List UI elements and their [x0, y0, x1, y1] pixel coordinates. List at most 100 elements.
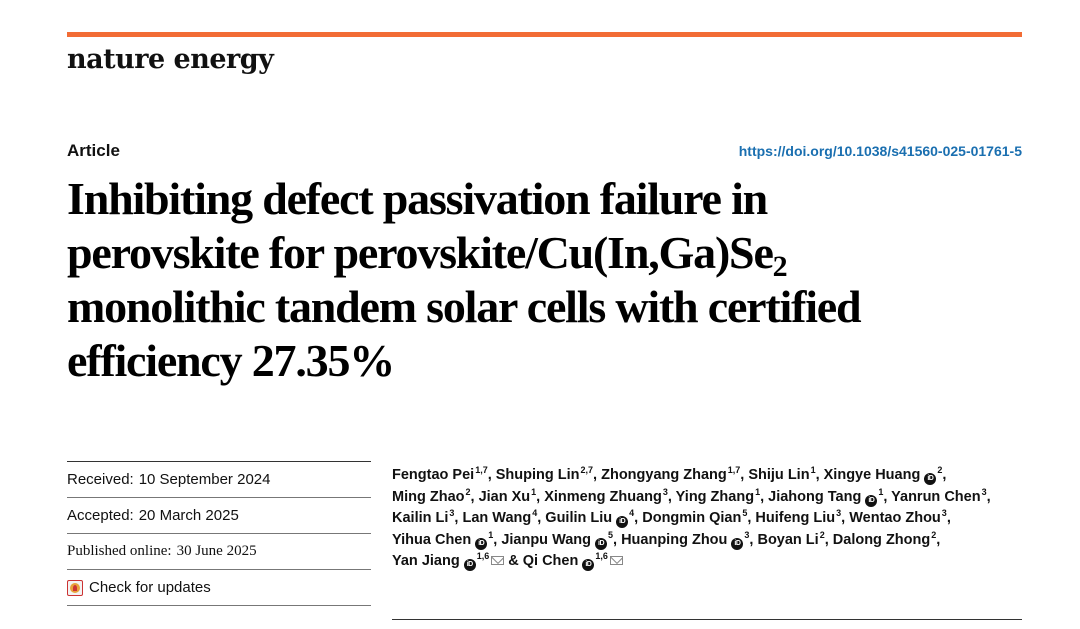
author-name: Yan Jiang: [392, 553, 460, 569]
article-type: Article: [67, 141, 120, 160]
author-name: Wentao Zhou: [849, 510, 941, 526]
author-7[interactable]: Xinmeng Zhuang3: [544, 486, 668, 505]
author-affiliation: 2: [819, 529, 825, 540]
author-14[interactable]: Dongmin Qian5: [642, 509, 747, 527]
orcid-icon[interactable]: iD: [616, 516, 629, 528]
author-10[interactable]: Yanrun Chen3: [891, 486, 987, 505]
author-8[interactable]: Ying Zhang1: [676, 486, 761, 505]
author-21[interactable]: Dalong Zhong2: [832, 529, 937, 548]
author-affiliation: 2,7: [580, 465, 594, 475]
author-affiliation: 2: [937, 465, 943, 475]
author-affiliation: 1: [755, 486, 761, 497]
author-affiliation: 1,6: [476, 551, 490, 561]
author-name: Xingye Huang: [823, 467, 921, 483]
check-for-updates-button[interactable]: Check for updates: [67, 569, 371, 606]
published-value: 30 June 2025: [176, 543, 257, 559]
divider: [392, 619, 1022, 620]
author-name: Dongmin Qian: [642, 510, 742, 526]
orcid-icon[interactable]: iD: [865, 494, 878, 507]
author-22[interactable]: Yan Jiang iD1,6: [392, 551, 505, 571]
accepted-value: 20 March 2025: [138, 507, 239, 524]
author-affiliation: 3: [744, 529, 750, 540]
author-affiliation: 5: [608, 529, 614, 540]
author-affiliation: 1: [531, 486, 537, 497]
orcid-icon[interactable]: iD: [924, 473, 937, 485]
orcid-icon[interactable]: iD: [595, 537, 607, 550]
author-name: Jiahong Tang: [768, 488, 862, 505]
author-name: Xinmeng Zhuang: [544, 488, 662, 505]
accepted-label: Accepted:: [67, 507, 134, 524]
author-affiliation: 3: [981, 486, 987, 497]
author-name: Yihua Chen: [392, 531, 472, 548]
author-name: Boyan Li: [757, 531, 819, 548]
author-name: Huanping Zhou: [621, 531, 728, 548]
author-name: Lan Wang: [462, 510, 532, 526]
author-3[interactable]: Shiju Lin1: [748, 465, 816, 484]
crossmark-icon: [67, 579, 83, 596]
email-icon[interactable]: [491, 556, 505, 565]
author-name: Yanrun Chen: [891, 488, 981, 505]
orcid-icon[interactable]: iD: [582, 559, 595, 571]
orcid-icon[interactable]: iD: [475, 537, 488, 550]
title-line-4: efficiency 27.35%: [67, 335, 395, 386]
received-label: Received:: [67, 471, 134, 488]
author-name: Jianpu Wang: [501, 531, 591, 548]
author-affiliation: 1,6: [595, 551, 608, 561]
author-16[interactable]: Wentao Zhou3: [849, 508, 947, 527]
author-list: Fengtao Pei1,7, Shuping Lin2,7, Zhongyan…: [392, 465, 991, 571]
author-affiliation: 1: [488, 529, 494, 540]
title-line-3: monolithic tandem solar cells with certi…: [67, 281, 862, 332]
author-affiliation: 4: [629, 508, 635, 518]
author-11[interactable]: Kailin Li3: [392, 508, 455, 527]
author-affiliation: 2: [465, 486, 471, 497]
author-name: Shiju Lin: [748, 467, 810, 483]
author-4[interactable]: Xingye Huang iD2: [823, 465, 943, 485]
author-name: Kailin Li: [392, 510, 449, 526]
author-2[interactable]: Zhongyang Zhang1,7: [601, 465, 741, 484]
author-name: Qi Chen: [522, 553, 579, 569]
author-name: Guilin Liu: [545, 510, 613, 526]
author-affiliation: 2: [931, 529, 937, 540]
published-date: Published online: 30 June 2025: [67, 533, 371, 569]
accepted-date: Accepted: 20 March 2025: [67, 497, 371, 533]
article-history: Received: 10 September 2024 Accepted: 20…: [67, 461, 371, 606]
author-5[interactable]: Ming Zhao2: [392, 486, 471, 505]
author-1[interactable]: Shuping Lin2,7: [495, 465, 594, 484]
author-18[interactable]: Jianpu Wang iD5: [501, 529, 614, 550]
author-name: Shuping Lin: [495, 467, 580, 483]
received-value: 10 September 2024: [138, 471, 271, 488]
email-icon[interactable]: [609, 556, 623, 565]
author-name: Zhongyang Zhang: [601, 467, 727, 483]
orcid-icon[interactable]: iD: [463, 559, 476, 571]
author-6[interactable]: Jian Xu1: [478, 486, 537, 505]
published-label: Published online:: [67, 543, 172, 559]
author-affiliation: 3: [449, 508, 455, 518]
author-affiliation: 1: [878, 486, 884, 497]
author-9[interactable]: Jiahong Tang iD1: [768, 486, 884, 507]
author-name: Ming Zhao: [392, 488, 465, 505]
article-title: Inhibiting defect passivation failure in…: [67, 172, 1027, 388]
doi-link[interactable]: https://doi.org/10.1038/s41560-025-01761…: [738, 143, 1022, 159]
received-date: Received: 10 September 2024: [67, 461, 371, 497]
author-affiliation: 1: [810, 465, 816, 475]
author-0[interactable]: Fengtao Pei1,7: [392, 466, 488, 484]
author-affiliation: 3: [662, 486, 668, 497]
author-conjunction: &: [508, 553, 523, 569]
title-line-1: Inhibiting defect passivation failure in: [67, 173, 768, 224]
author-name: Jian Xu: [478, 488, 531, 505]
orcid-icon[interactable]: iD: [731, 537, 744, 550]
journal-logo[interactable]: nature energy: [67, 44, 274, 75]
author-15[interactable]: Huifeng Liu3: [755, 509, 841, 527]
author-17[interactable]: Yihua Chen iD1: [392, 529, 494, 550]
check-updates-label: Check for updates: [89, 579, 211, 596]
author-12[interactable]: Lan Wang4: [462, 509, 537, 527]
author-13[interactable]: Guilin Liu iD4: [545, 508, 635, 528]
author-affiliation: 3: [941, 508, 947, 518]
author-20[interactable]: Boyan Li2: [757, 529, 825, 548]
author-affiliation: 1,7: [727, 465, 741, 475]
author-name: Dalong Zhong: [832, 531, 931, 548]
author-23[interactable]: & Qi Chen iD1,6: [508, 551, 623, 571]
author-name: Fengtao Pei: [392, 467, 475, 483]
journal-accent-bar: [67, 32, 1022, 37]
author-19[interactable]: Huanping Zhou iD3: [621, 529, 750, 550]
